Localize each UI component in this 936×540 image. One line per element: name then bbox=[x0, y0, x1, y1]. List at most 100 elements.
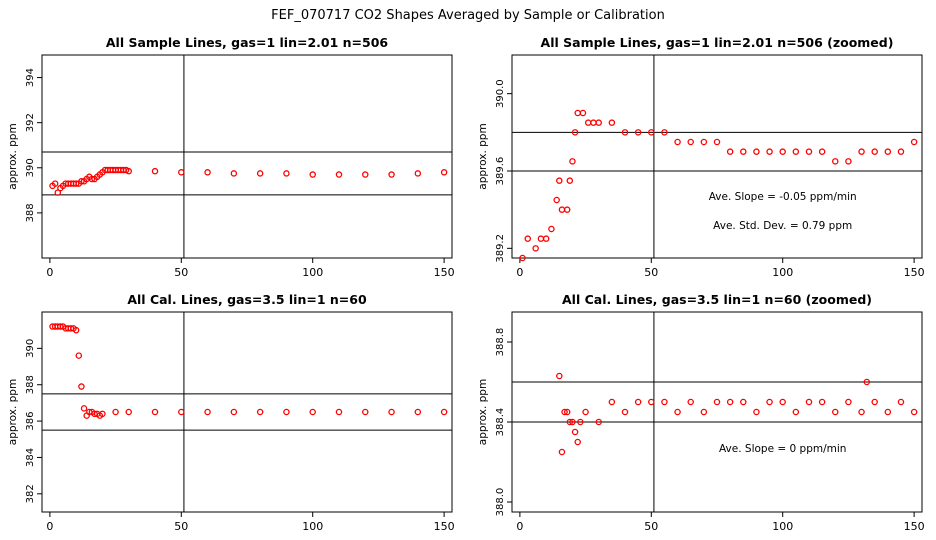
data-point bbox=[571, 129, 579, 136]
data-point bbox=[72, 180, 80, 187]
y-axis-label: approx. ppm bbox=[7, 379, 19, 445]
chart-panel-1: All Sample Lines, gas=1 lin=2.01 n=506 0 5… bbox=[7, 35, 455, 279]
data-point bbox=[661, 129, 668, 136]
data-point bbox=[125, 408, 132, 416]
data-point bbox=[78, 383, 85, 390]
data-point bbox=[78, 178, 85, 185]
data-point bbox=[713, 138, 721, 146]
data-point bbox=[112, 408, 119, 416]
data-point bbox=[574, 438, 581, 446]
data-point bbox=[832, 158, 839, 165]
data-point bbox=[230, 408, 238, 416]
data-point bbox=[858, 408, 865, 416]
data-point bbox=[178, 408, 185, 416]
panel-title: All Cal. Lines, gas=3.5 lin=1 n=60 (zoom… bbox=[562, 292, 872, 307]
data-point bbox=[440, 169, 448, 176]
data-point bbox=[561, 408, 568, 416]
data-point bbox=[519, 254, 526, 262]
annotation: Ave. Slope = -0.05 ppm/min bbox=[709, 191, 857, 203]
data-point bbox=[858, 148, 865, 155]
data-point bbox=[532, 245, 539, 252]
data-point bbox=[805, 148, 813, 155]
data-point bbox=[542, 235, 550, 242]
data-point bbox=[726, 148, 734, 155]
y-tick-label: 384 bbox=[25, 448, 36, 467]
y-tick-label: 394 bbox=[25, 68, 36, 87]
data-point bbox=[414, 408, 422, 416]
annotation: Ave. Std. Dev. = 0.79 ppm bbox=[713, 220, 852, 232]
data-point bbox=[230, 170, 238, 177]
panel-title: All Sample Lines, gas=1 lin=2.01 n=506 (… bbox=[541, 35, 894, 50]
x-tick-label: 100 bbox=[772, 520, 793, 533]
data-point bbox=[283, 170, 290, 177]
data-point bbox=[571, 428, 579, 436]
y-tick-label: 390 bbox=[25, 158, 36, 177]
data-point bbox=[740, 398, 747, 406]
data-point bbox=[595, 418, 602, 426]
data-point bbox=[335, 171, 343, 178]
data-point bbox=[608, 398, 616, 406]
data-point bbox=[579, 109, 587, 117]
data-point bbox=[845, 158, 852, 165]
data-point bbox=[648, 129, 655, 136]
data-point bbox=[75, 352, 83, 359]
data-point bbox=[845, 398, 852, 406]
data-point bbox=[779, 148, 786, 155]
data-point bbox=[634, 129, 642, 136]
data-point bbox=[569, 158, 576, 165]
data-point bbox=[584, 119, 592, 126]
data-point bbox=[553, 196, 560, 204]
panel-title: All Sample Lines, gas=1 lin=2.01 n=506 bbox=[106, 35, 389, 50]
figure-title: FEF_070717 CO2 Shapes Averaged by Sample… bbox=[271, 8, 665, 23]
y-tick-label: 388.4 bbox=[495, 408, 506, 437]
data-point bbox=[558, 448, 566, 456]
x-tick-label: 50 bbox=[174, 520, 188, 533]
data-point bbox=[661, 398, 668, 406]
data-point bbox=[125, 167, 132, 175]
data-point bbox=[700, 138, 708, 146]
y-tick-label: 382 bbox=[25, 484, 36, 503]
data-point bbox=[687, 398, 694, 406]
data-point bbox=[204, 408, 211, 416]
data-point bbox=[566, 177, 574, 184]
x-tick-label: 150 bbox=[904, 520, 925, 533]
data-point bbox=[556, 177, 563, 184]
data-point bbox=[577, 418, 584, 426]
chart-panel-2: All Sample Lines, gas=1 lin=2.01 n=506 (… bbox=[477, 35, 925, 279]
data-point bbox=[871, 398, 878, 406]
data-point bbox=[832, 408, 839, 416]
data-point bbox=[414, 170, 422, 177]
data-point bbox=[608, 119, 616, 126]
data-point bbox=[648, 398, 655, 406]
data-point bbox=[713, 398, 721, 406]
x-tick-label: 150 bbox=[434, 266, 455, 279]
y-tick-label: 388.8 bbox=[495, 328, 506, 357]
data-point bbox=[362, 408, 369, 416]
plot-frame bbox=[511, 54, 923, 259]
data-point bbox=[204, 169, 211, 176]
y-axis-label: approx. ppm bbox=[477, 379, 489, 445]
data-point bbox=[388, 408, 395, 416]
y-tick-label: 386 bbox=[25, 412, 36, 431]
data-point bbox=[309, 171, 316, 178]
x-tick-label: 50 bbox=[644, 266, 658, 279]
data-point bbox=[766, 398, 773, 406]
data-point bbox=[256, 170, 264, 177]
panel-title: All Cal. Lines, gas=3.5 lin=1 n=60 bbox=[127, 292, 367, 307]
data-point bbox=[362, 171, 369, 178]
plot-frame bbox=[41, 54, 453, 259]
data-point bbox=[621, 129, 629, 136]
data-point bbox=[753, 408, 760, 416]
y-tick-label: 392 bbox=[25, 113, 36, 132]
data-point bbox=[818, 398, 826, 406]
x-tick-label: 150 bbox=[434, 520, 455, 533]
y-axis-label: approx. ppm bbox=[7, 123, 19, 189]
data-point bbox=[582, 408, 589, 416]
data-point bbox=[558, 206, 566, 213]
data-point bbox=[766, 148, 773, 155]
data-point bbox=[634, 398, 642, 406]
data-point bbox=[335, 408, 343, 416]
data-point bbox=[792, 148, 800, 155]
